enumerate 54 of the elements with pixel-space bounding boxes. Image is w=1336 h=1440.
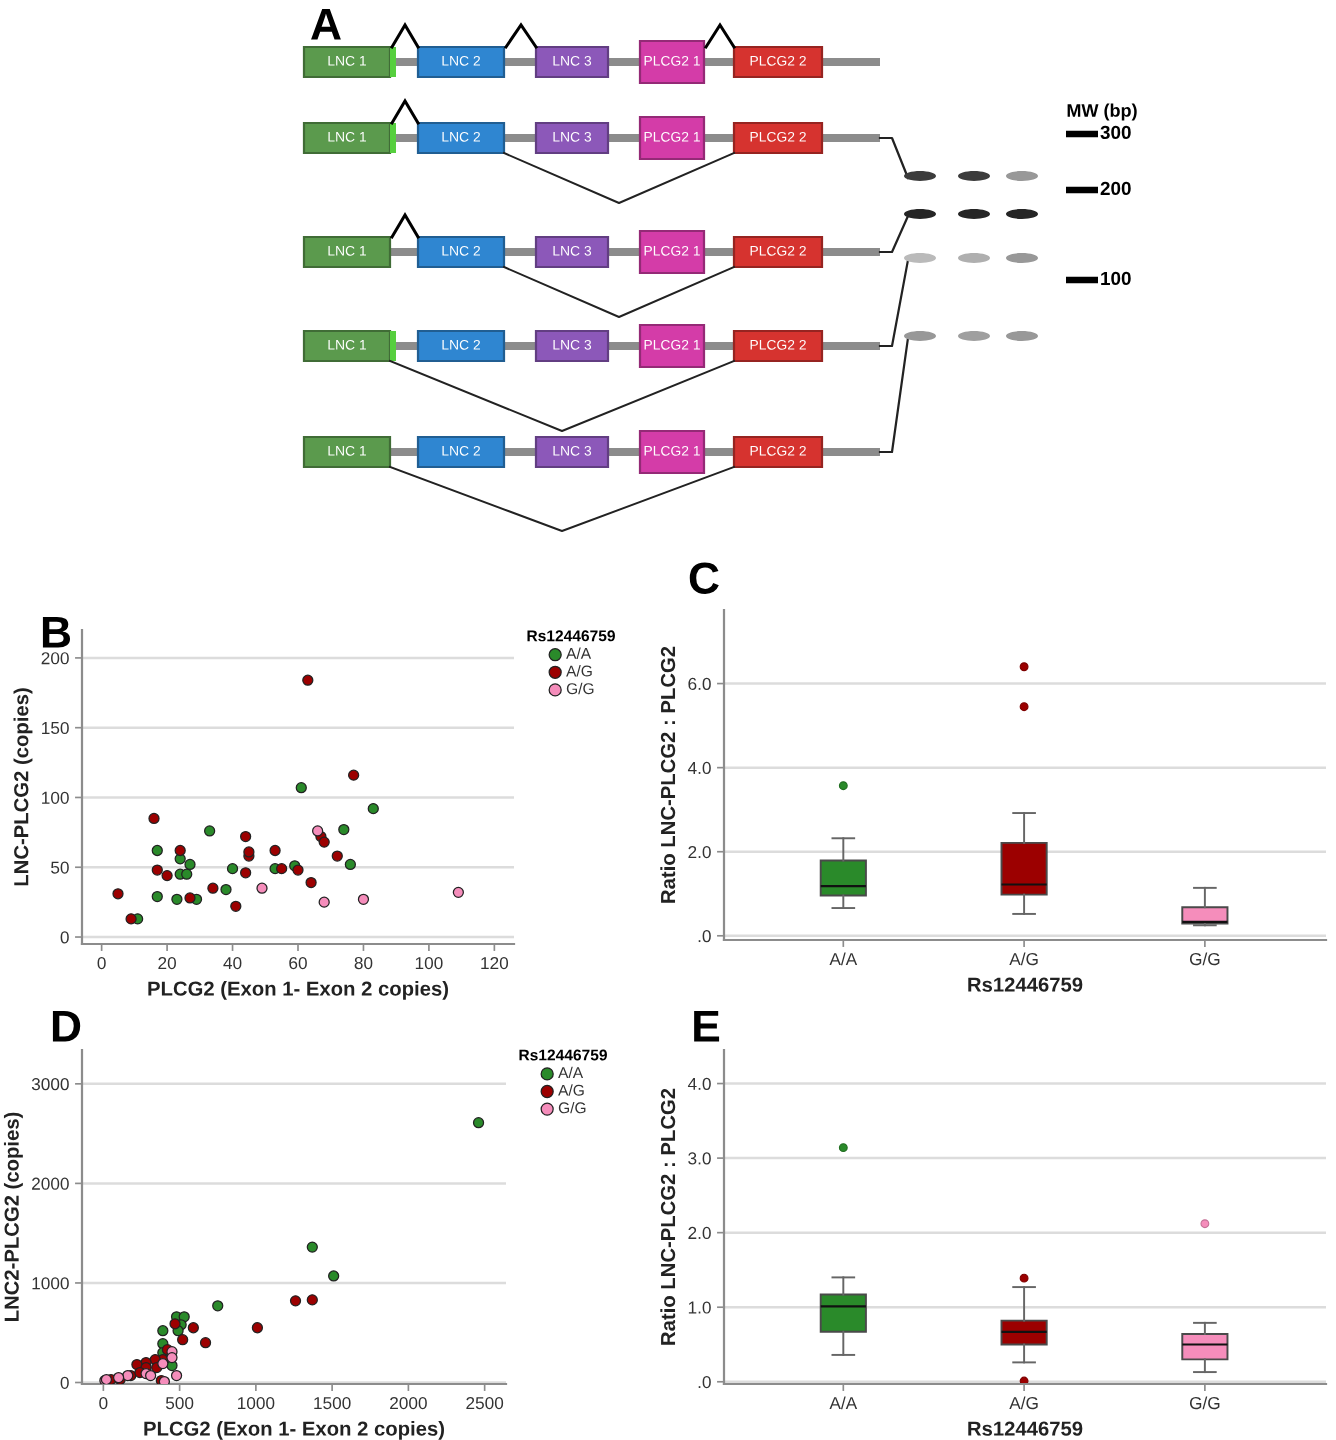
y-tick-label: 200	[41, 652, 69, 665]
x-tick-label: 0	[99, 1396, 108, 1410]
y-axis-title: Ratio LNC-PLCG2 : PLCG2	[660, 1088, 676, 1345]
y-tick-label: 50	[51, 861, 69, 874]
x-tick-label: 80	[354, 956, 373, 970]
x-tick-label: G/G	[1189, 952, 1220, 966]
y-tick-label: 2.0	[688, 845, 711, 859]
text: 300	[1100, 125, 1131, 140]
chart-title: D	[52, 1010, 81, 1042]
y-tick-label: 3000	[31, 1078, 69, 1091]
x-tick-label: 2000	[390, 1396, 427, 1410]
y-tick-label: 0	[60, 931, 69, 944]
chart-title: E	[694, 1010, 720, 1042]
x-axis-title: Rs12446759	[968, 1421, 1083, 1436]
x-tick-label: 60	[289, 956, 307, 970]
text: 200	[1100, 181, 1131, 196]
chart-title: B	[42, 616, 71, 648]
y-axis-title: LNC2-PLCG2 (copies)	[3, 1112, 23, 1321]
x-tick-label: 0	[97, 956, 106, 970]
x-axis-title: PLCG2 (Exon 1- Exon 2 copies)	[148, 980, 448, 1000]
x-tick-label: A/G	[1009, 952, 1038, 966]
y-tick-label: 1000	[32, 1277, 69, 1290]
x-tick-label: A/G	[1009, 1396, 1038, 1410]
x-tick-label: 40	[223, 956, 242, 970]
y-tick-label: 6.0	[688, 677, 711, 690]
x-axis-title: PLCG2 (Exon 1- Exon 2 copies)	[144, 1420, 444, 1440]
x-tick-label: 1000	[238, 1396, 275, 1410]
x-tick-label: 120	[481, 956, 509, 970]
y-tick-label: 150	[42, 721, 69, 735]
x-tick-label: 20	[158, 956, 176, 970]
chart-title: C	[689, 562, 719, 594]
text: MW (bp)	[1067, 103, 1137, 121]
y-tick-label: .0	[698, 1375, 711, 1389]
x-axis-title: Rs12446759	[968, 977, 1083, 992]
y-tick-label: .0	[698, 930, 711, 943]
x-tick-label: G/G	[1189, 1396, 1220, 1410]
y-tick-label: 0	[60, 1376, 69, 1389]
x-tick-label: A/A	[829, 952, 858, 966]
y-tick-label: 3.0	[688, 1152, 711, 1165]
x-tick-label: 500	[165, 1396, 194, 1410]
y-tick-label: 4.0	[687, 761, 711, 775]
y-tick-label: 1.0	[688, 1301, 711, 1314]
y-tick-label: 2000	[32, 1177, 69, 1190]
y-tick-label: 100	[42, 791, 69, 804]
y-tick-label: 4.0	[687, 1077, 711, 1090]
y-axis-title: LNC-PLCG2 (copies)	[13, 688, 33, 886]
y-axis-title: Ratio LNC-PLCG2 : PLCG2	[660, 646, 676, 903]
y-tick-label: 2.0	[688, 1226, 711, 1240]
x-tick-label: 100	[415, 956, 443, 970]
text: 100	[1101, 271, 1131, 286]
x-tick-label: 1500	[314, 1396, 351, 1410]
x-tick-label: A/A	[829, 1396, 858, 1410]
text: A	[311, 8, 341, 40]
x-tick-label: 2500	[466, 1396, 504, 1410]
